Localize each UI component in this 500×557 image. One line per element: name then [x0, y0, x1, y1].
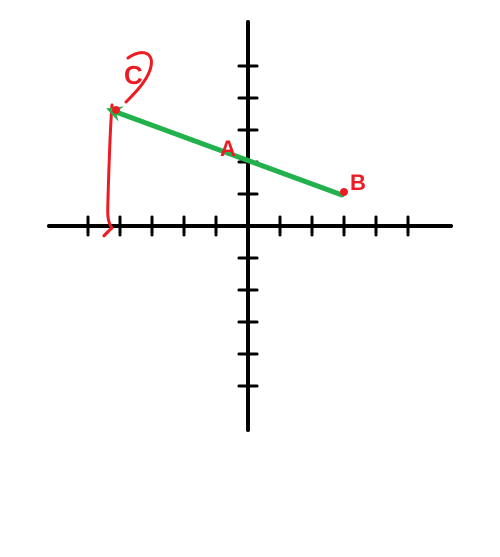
coordinate-plot [0, 0, 500, 557]
point-c-dot [112, 106, 120, 114]
point-b-dot [340, 188, 348, 196]
plot-canvas: ABC [0, 0, 500, 557]
